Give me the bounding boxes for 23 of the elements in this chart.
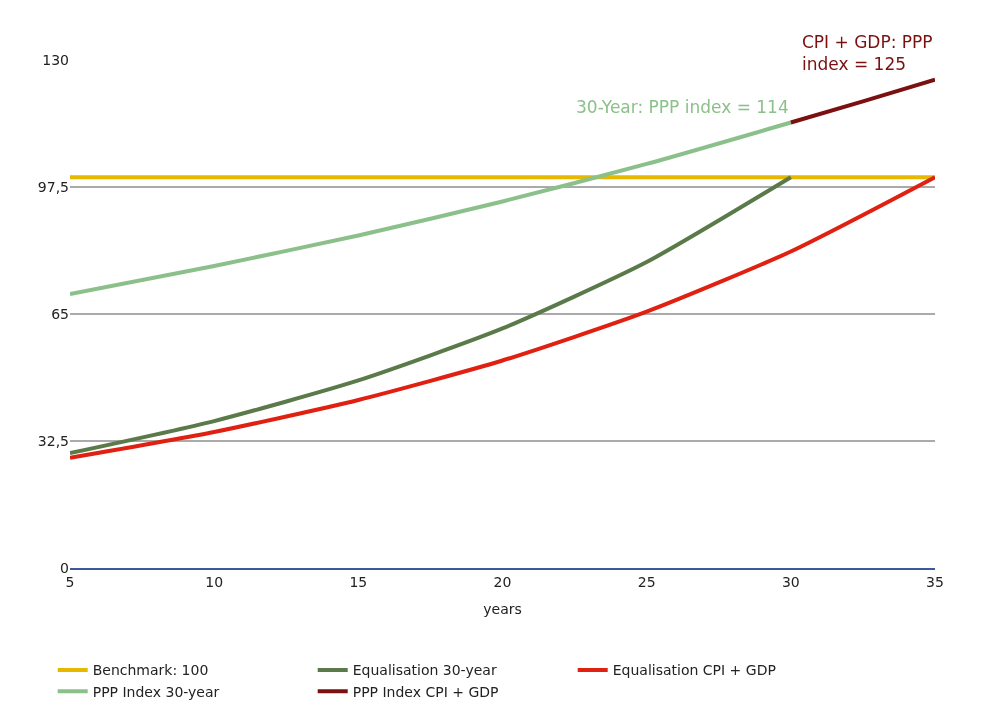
x-tick-label: 5 (65, 573, 75, 590)
y-tick-label: 32,5 (37, 432, 69, 449)
x-tick-label: 20 (493, 573, 512, 590)
line-series (70, 120, 793, 297)
line-series (70, 175, 793, 456)
legend-label: Equalisation 30-year (352, 662, 497, 679)
x-tick-label: 35 (926, 573, 944, 590)
y-tick-label: 97,5 (37, 178, 69, 195)
x-tick-label: 30 (781, 573, 800, 590)
y-tick-label: 65 (51, 305, 69, 322)
x-tick-label: 10 (205, 573, 224, 590)
x-axis-title: years (483, 600, 522, 617)
line-series (70, 175, 935, 460)
legend-label: Benchmark: 100 (92, 662, 209, 679)
y-tick-label: 130 (42, 51, 69, 68)
legend-label: Equalisation CPI + GDP (612, 662, 776, 679)
x-tick-label: 15 (349, 573, 368, 590)
legend-label: PPP Index 30-year (92, 683, 220, 700)
legend-label: PPP Index CPI + GDP (352, 683, 499, 700)
annotation: 30-Year: PPP index = 114 (576, 97, 789, 117)
annotation: CPI + GDP: PPP index = 125 (802, 32, 933, 75)
y-tick-label: 0 (60, 559, 69, 576)
x-tick-label: 25 (637, 573, 656, 590)
